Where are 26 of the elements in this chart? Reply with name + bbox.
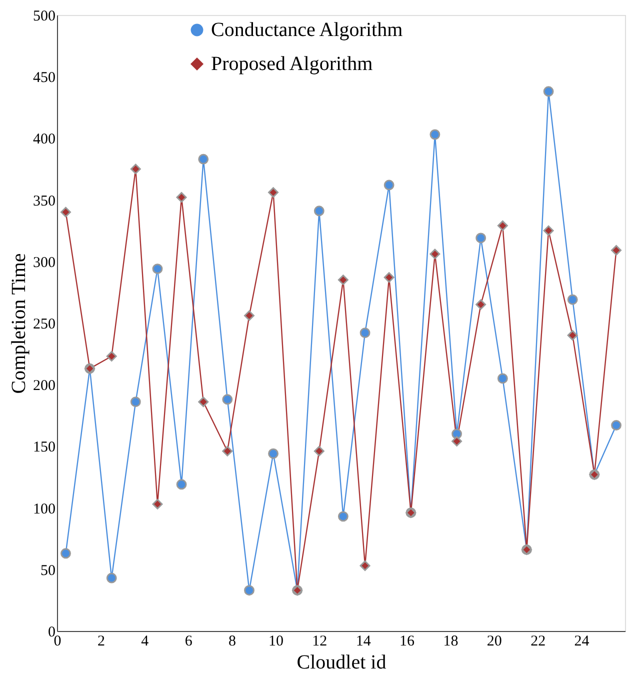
legend-label: Conductance Algorithm [211,19,404,41]
y-tick-label: 500 [33,8,56,24]
x-tick-label: 18 [443,634,458,650]
y-tick-label: 450 [33,70,56,86]
y-tick-label: 300 [33,254,56,271]
x-tick-label: 6 [184,634,193,650]
x-tick-label: 10 [268,634,284,650]
y-tick-label: 400 [33,132,56,148]
x-tick-label: 2 [97,634,105,650]
x-tick-label: 16 [400,634,416,650]
x-tick-label: 8 [228,634,236,650]
x-tick-label: 4 [141,634,150,650]
x-tick-label: 24 [574,634,590,650]
y-tick-label: 250 [33,316,56,332]
y-axis-title: Completion Time [8,253,30,394]
y-tick-label: 100 [33,501,56,518]
x-tick-label: 14 [356,634,372,650]
y-tick-label: 50 [40,562,56,579]
x-tick-label: 22 [530,634,546,650]
x-axis-title: Cloudlet id [296,652,386,674]
legend-label: Proposed Algorithm [211,53,374,75]
y-tick-label: 150 [33,440,56,456]
y-tick-label: 200 [33,378,56,394]
x-tick-label: 12 [312,634,328,650]
y-tick-label: 350 [33,193,56,210]
x-tick-label: 20 [486,634,502,650]
